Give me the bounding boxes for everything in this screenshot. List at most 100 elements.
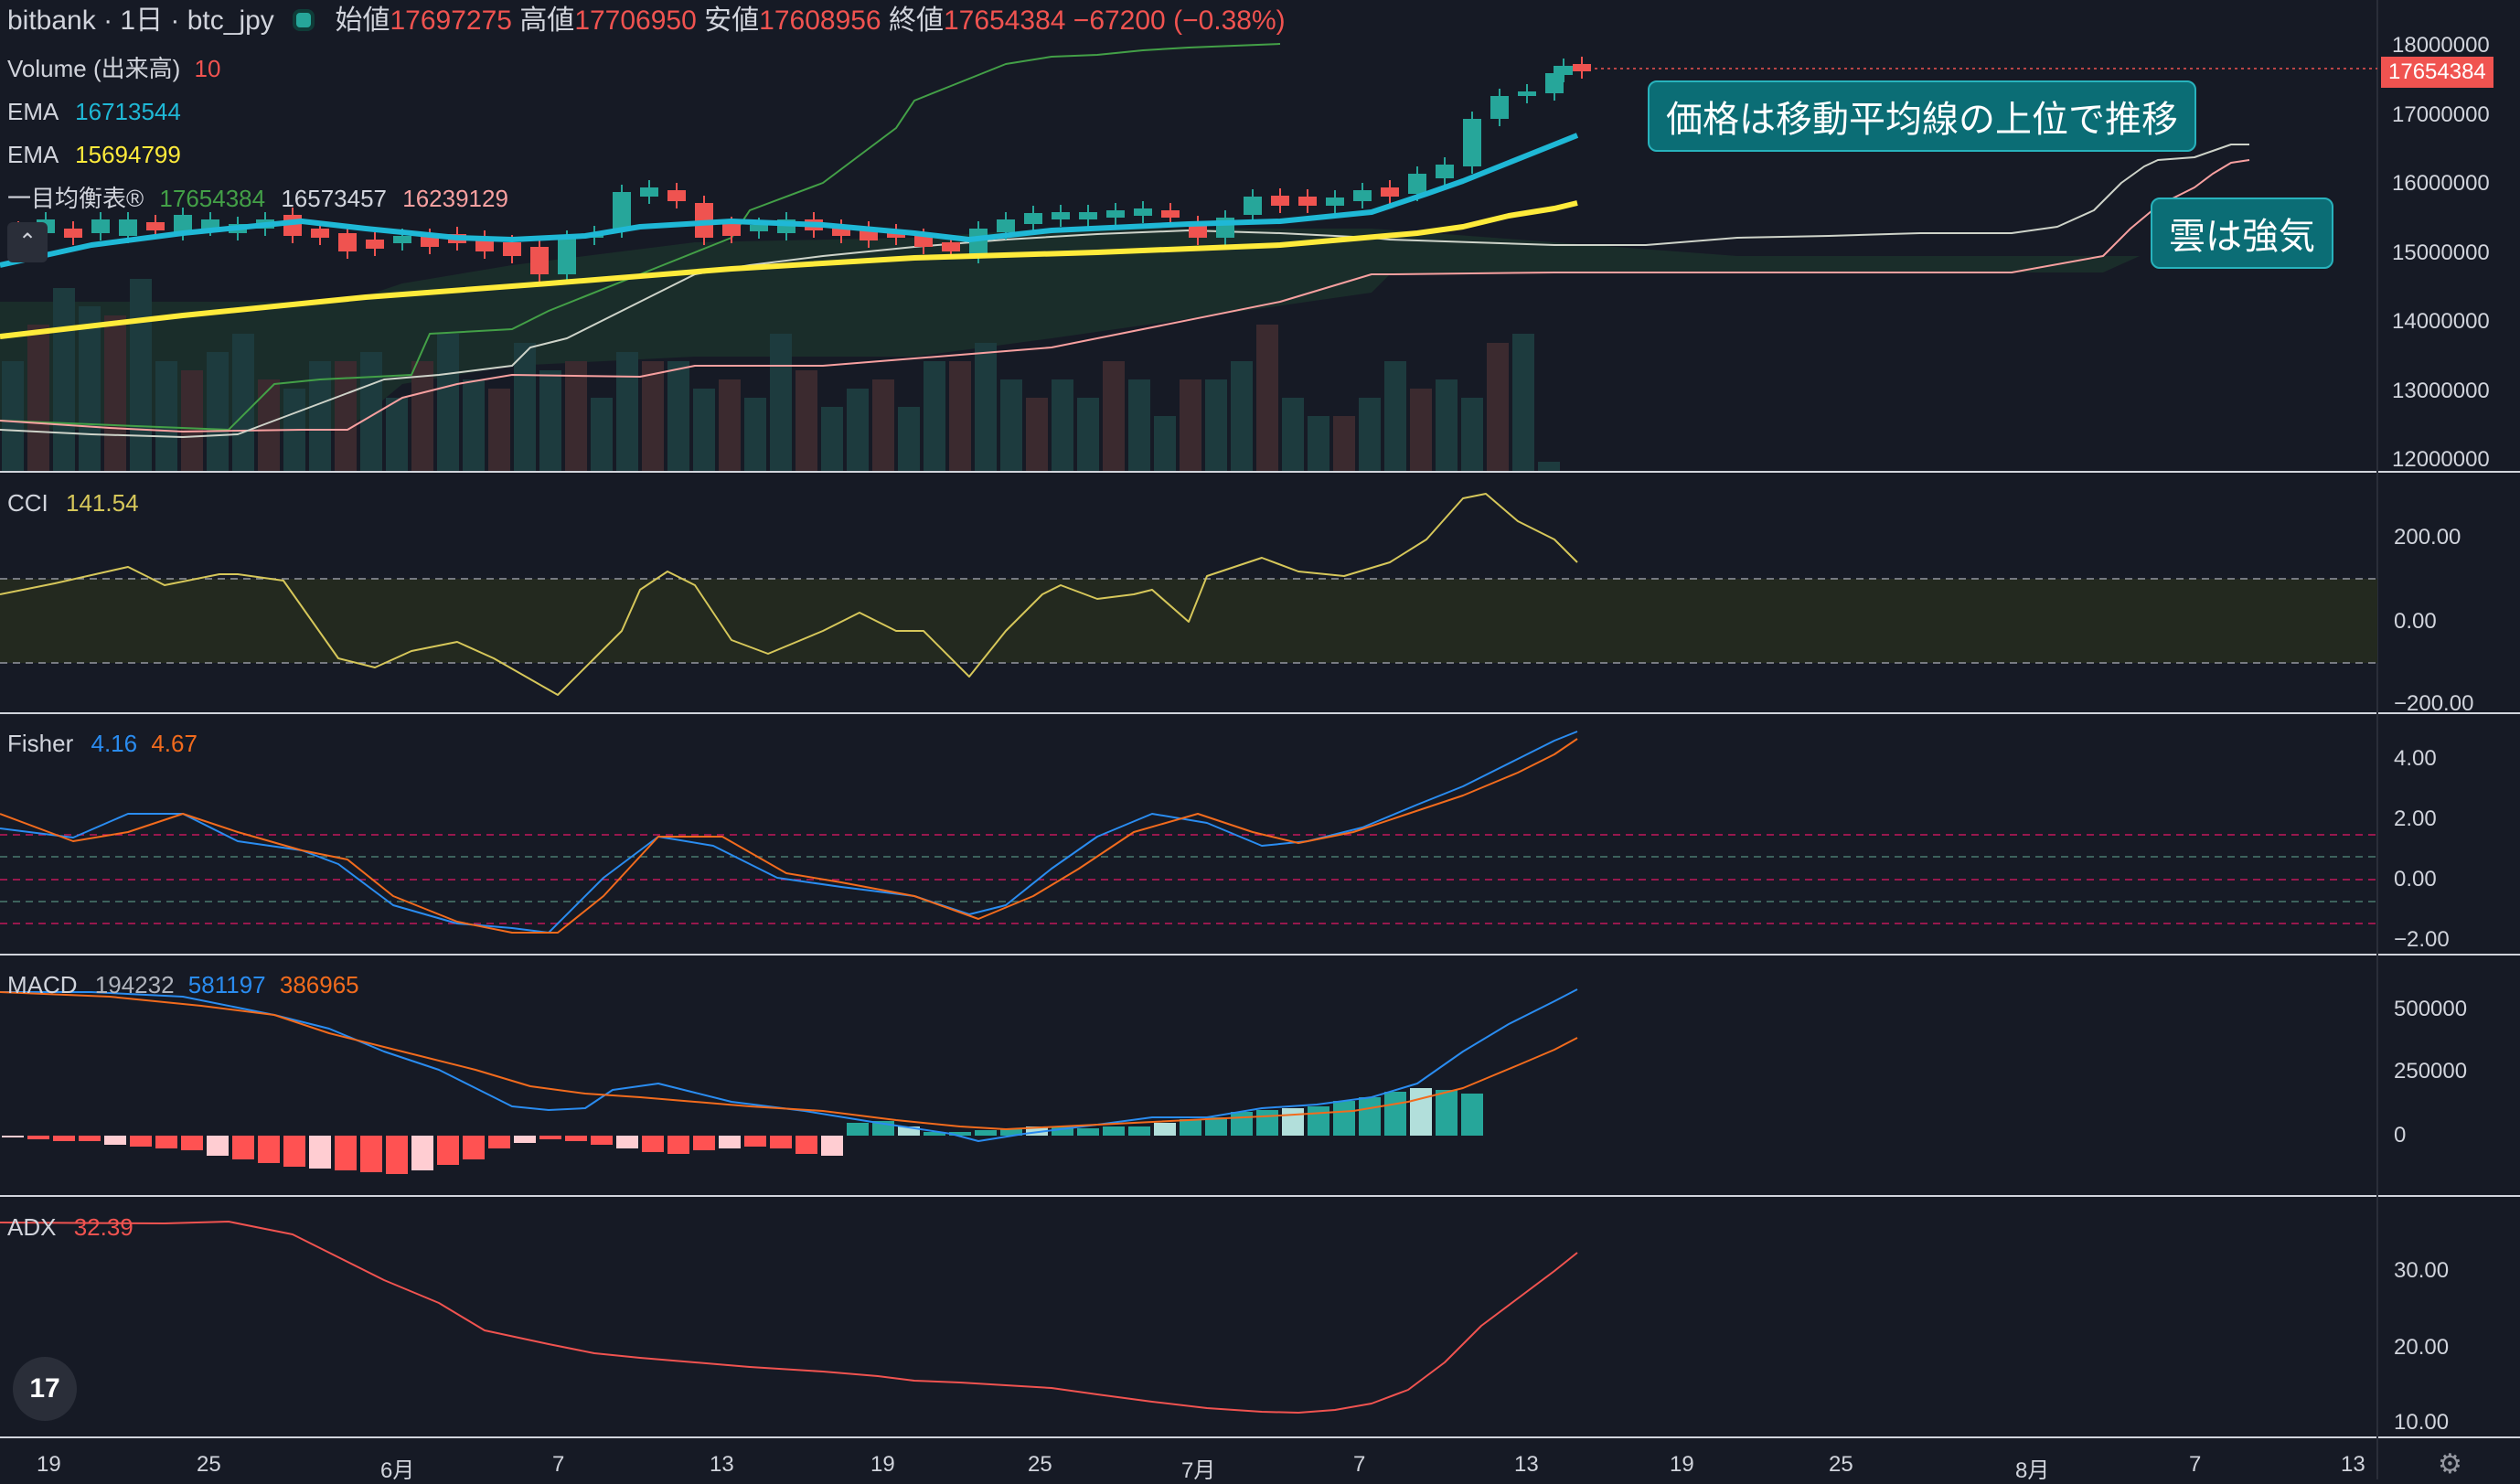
volume-legend[interactable]: Volume (出来高) 10 (7, 55, 220, 82)
macd-histogram-bar (27, 1136, 49, 1139)
chikou-line (0, 43, 1281, 431)
current-price-tag: 17654384 (2381, 57, 2493, 88)
candle (1024, 213, 1042, 224)
volume-bar (719, 379, 741, 471)
fisher-value-2: 4.67 (151, 730, 198, 757)
candle (1436, 165, 1454, 178)
fisher-legend[interactable]: Fisher 4.16 4.67 (7, 730, 198, 757)
volume-bar (1026, 398, 1048, 471)
adx-label: ADX (7, 1213, 57, 1241)
volume-bar (1180, 379, 1201, 471)
candle (1326, 198, 1344, 206)
macd-histogram-bar (1000, 1128, 1022, 1136)
macd-histogram-bar (1359, 1097, 1381, 1136)
macd-histogram-bar (1026, 1126, 1048, 1136)
volume-bar (616, 352, 638, 471)
macd-histogram-bar (463, 1136, 485, 1159)
volume-bar (53, 288, 75, 471)
macd-histogram-bar (975, 1130, 997, 1136)
low-label: 安値 (704, 5, 760, 36)
volume-bar (667, 361, 689, 471)
time-tick-label: 19 (1670, 1452, 1694, 1477)
candle (1518, 91, 1536, 96)
candle (174, 215, 192, 233)
gear-icon[interactable]: ⚙ (2438, 1449, 2462, 1479)
macd-value-1: 194232 (94, 971, 175, 998)
macd-histogram-bar (1256, 1110, 1278, 1136)
volume-bar (924, 361, 945, 471)
macd-histogram-bar (1333, 1101, 1355, 1136)
volume-bar (591, 398, 613, 471)
macd-histogram-bar (437, 1136, 459, 1165)
chevron-up-icon[interactable]: ⌃ (7, 222, 48, 262)
tradingview-logo[interactable]: 17 (13, 1357, 77, 1421)
candle (722, 224, 741, 236)
macd-signal-line (0, 991, 1578, 1130)
macd-histogram-bar (847, 1123, 869, 1136)
candle (201, 219, 219, 229)
macd-histogram-bar (1282, 1108, 1304, 1136)
macd-histogram-bar (207, 1136, 229, 1156)
volume-bar (642, 361, 664, 471)
macd-histogram-bar (1436, 1090, 1458, 1136)
symbol-title[interactable]: bitbank · 1日 · btc_jpy (7, 5, 274, 36)
time-tick-label: 13 (710, 1452, 734, 1477)
time-tick-label: 19 (37, 1452, 61, 1477)
time-tick-label: 7 (2189, 1452, 2202, 1477)
volume-bar (104, 315, 126, 471)
macd-histogram-bar (258, 1136, 280, 1163)
macd-histogram-bar (821, 1136, 843, 1156)
market-status-icon (293, 9, 315, 32)
volume-bar (693, 389, 715, 471)
volume-bar (565, 361, 587, 471)
macd-histogram-bar (514, 1136, 536, 1143)
adx-legend[interactable]: ADX 32.39 (7, 1213, 133, 1241)
ema2-legend[interactable]: EMA 15694799 (7, 141, 181, 168)
candle (1545, 73, 1564, 93)
volume-bar (1461, 398, 1483, 471)
candle (914, 236, 933, 247)
fisher-tick-label: 2.00 (2394, 806, 2437, 831)
candle (1381, 187, 1399, 197)
macd-histogram-bar (53, 1136, 75, 1141)
cci-tick-label: 0.00 (2394, 609, 2437, 634)
callout-cloud-bullish: 雲は強気 (2151, 198, 2333, 269)
candle (530, 247, 549, 274)
candle (613, 192, 631, 230)
macd-histogram-bar (2, 1136, 24, 1137)
cci-legend[interactable]: CCI 141.54 (7, 489, 139, 517)
volume-bar (79, 306, 101, 471)
ema1-legend[interactable]: EMA 16713544 (7, 98, 181, 125)
candle (1106, 210, 1125, 218)
adx-tick-label: 30.00 (2394, 1258, 2450, 1283)
ema1-value: 16713544 (75, 98, 181, 125)
macd-value-3: 386965 (279, 971, 359, 998)
candle (366, 240, 384, 249)
macd-histogram-bar (924, 1132, 945, 1136)
candle (311, 229, 329, 238)
close-label: 終値 (888, 5, 944, 36)
macd-legend[interactable]: MACD 194232 581197 386965 (7, 971, 359, 998)
fisher-tick-label: 0.00 (2394, 867, 2437, 891)
open-value: 17697275 (390, 5, 512, 36)
ichimoku-legend[interactable]: 一目均衡表® 17654384 16573457 16239129 (7, 185, 508, 212)
macd-histogram-bar (104, 1136, 126, 1145)
macd-histogram-bar (155, 1136, 177, 1148)
volume-bar (2, 361, 24, 471)
macd-histogram-bar (1180, 1119, 1201, 1136)
macd-histogram-bar (1103, 1126, 1125, 1136)
macd-histogram-bar (1077, 1128, 1099, 1136)
high-label: 高値 (519, 5, 575, 36)
macd-tick-label: 0 (2394, 1123, 2407, 1148)
volume-bar (872, 379, 894, 471)
candle (832, 227, 850, 236)
candle (338, 233, 357, 251)
candle (1298, 197, 1317, 206)
candle (393, 236, 411, 243)
price-tick-label: 13000000 (2392, 378, 2490, 403)
candle (64, 229, 82, 238)
volume-bar (1384, 361, 1406, 471)
candle (997, 219, 1015, 232)
macd-histogram-bar (335, 1136, 357, 1170)
